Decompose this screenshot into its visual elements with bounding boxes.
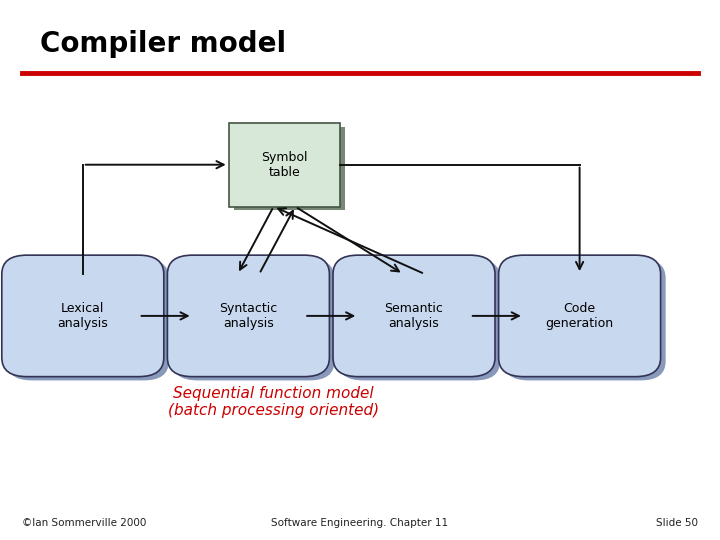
FancyBboxPatch shape — [338, 259, 500, 380]
Text: Code
generation: Code generation — [546, 302, 613, 330]
Text: Lexical
analysis: Lexical analysis — [58, 302, 108, 330]
FancyBboxPatch shape — [7, 259, 168, 380]
Text: Symbol
table: Symbol table — [261, 151, 307, 179]
FancyBboxPatch shape — [2, 255, 164, 377]
FancyBboxPatch shape — [172, 259, 334, 380]
FancyBboxPatch shape — [498, 255, 661, 377]
Text: Compiler model: Compiler model — [40, 30, 286, 58]
Bar — [233, 126, 346, 211]
Bar — [229, 123, 341, 206]
Text: Syntactic
analysis: Syntactic analysis — [220, 302, 277, 330]
Text: Sequential function model
(batch processing oriented): Sequential function model (batch process… — [168, 386, 379, 418]
FancyBboxPatch shape — [167, 255, 329, 377]
FancyBboxPatch shape — [333, 255, 495, 377]
Text: Semantic
analysis: Semantic analysis — [384, 302, 444, 330]
Text: Slide 50: Slide 50 — [657, 518, 698, 528]
Text: ©Ian Sommerville 2000: ©Ian Sommerville 2000 — [22, 518, 146, 528]
Text: Software Engineering. Chapter 11: Software Engineering. Chapter 11 — [271, 518, 449, 528]
FancyBboxPatch shape — [504, 259, 665, 380]
